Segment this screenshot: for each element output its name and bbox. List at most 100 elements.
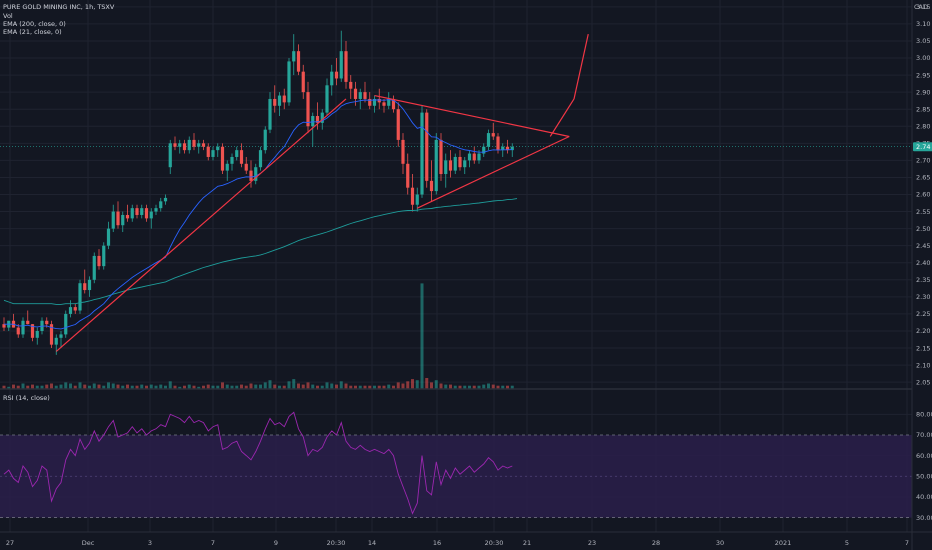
trendline — [55, 98, 347, 352]
candle-body — [415, 194, 419, 205]
volume-bar — [415, 380, 419, 389]
ema-21-line — [4, 99, 513, 330]
volume-bar — [316, 385, 319, 389]
volume-bar — [311, 384, 315, 389]
volume-bar — [510, 385, 514, 389]
candle-body — [434, 139, 438, 192]
time-tick-label: 20:30 — [485, 539, 504, 547]
price-tick-label: 2.95 — [916, 71, 930, 79]
candle-body — [87, 279, 92, 291]
volume-bar — [330, 383, 334, 389]
volume-bar — [363, 385, 367, 389]
price-tick-label: 3.15 — [916, 3, 930, 11]
volume-bar — [78, 382, 82, 389]
candle-body — [159, 201, 163, 209]
candle-body — [83, 283, 87, 291]
volume-bar — [121, 385, 125, 389]
candle-body — [168, 143, 172, 168]
volume-bar — [297, 383, 300, 389]
volume-bar — [130, 385, 134, 389]
time-tick-label: 7 — [905, 539, 909, 547]
candle-body — [220, 146, 225, 171]
volume-bar — [26, 385, 30, 389]
volume-bar — [344, 383, 348, 389]
candle-body — [16, 327, 20, 335]
time-tick-label: 14 — [368, 539, 376, 547]
price-tick-label: 2.20 — [916, 327, 930, 335]
price-tick-label: 2.85 — [916, 105, 930, 113]
time-axis[interactable]: 27 Dec 3 7 9 20:30 14 16 20:30 21 23 28 30 2021 5 7 — [6, 539, 909, 547]
volume-bar — [135, 385, 139, 389]
candle-body — [491, 133, 495, 137]
candle-body — [54, 337, 58, 345]
candle-body — [201, 143, 206, 147]
rsi-indicator-label[interactable]: RSI (14, close) — [3, 394, 50, 402]
candle-body — [320, 112, 324, 123]
candle-body — [125, 214, 130, 219]
volume-bar — [463, 385, 467, 389]
volume-bar — [154, 385, 158, 389]
volume-bar — [116, 384, 120, 389]
candle-body — [363, 92, 367, 99]
volume-bar — [482, 384, 486, 389]
candle-body — [420, 112, 424, 195]
candle-body — [78, 283, 82, 311]
candle-body — [282, 95, 286, 103]
candle-body — [192, 139, 196, 147]
candle-body — [311, 116, 315, 127]
volume-bar — [425, 378, 429, 389]
symbol-title[interactable]: PURE GOLD MINING INC, 1h, TSXV — [3, 3, 115, 11]
trendline-drawings[interactable] — [55, 33, 589, 352]
candle-body — [429, 180, 434, 192]
volume-bar — [240, 384, 243, 389]
volume-bar — [406, 381, 410, 389]
volume-bar — [211, 385, 215, 389]
volume-bar — [339, 381, 343, 389]
volume-bar — [487, 383, 490, 389]
time-tick-label: 28 — [652, 539, 660, 547]
candle-body — [30, 324, 35, 338]
ema-200-indicator-label[interactable]: EMA (200, close, 0) — [3, 20, 66, 28]
volume-bar — [287, 381, 291, 389]
candle-body — [301, 71, 305, 93]
price-axis[interactable]: 2.05 2.10 2.15 2.20 2.25 2.30 2.35 2.40 2.45 2.50… — [916, 3, 930, 386]
trendline — [549, 98, 575, 137]
candle-body — [249, 170, 253, 181]
candle-body — [111, 211, 115, 229]
volume-bar — [88, 385, 91, 389]
candle-body — [154, 208, 158, 212]
candle-body — [173, 143, 177, 147]
candle-body — [144, 208, 149, 219]
volume-bar — [159, 384, 163, 389]
volume-bar — [354, 385, 357, 389]
volume-bar — [491, 384, 495, 389]
rsi-tick-label: 80.00 — [916, 411, 932, 419]
time-tick-label: 9 — [274, 539, 278, 547]
volume-bar — [468, 385, 471, 389]
candle-body — [477, 153, 481, 161]
candle-body — [486, 133, 491, 147]
candle-body — [496, 136, 500, 151]
candle-body — [21, 320, 25, 335]
candle-body — [135, 208, 139, 215]
candle-body — [149, 211, 153, 219]
candle-body — [510, 146, 514, 151]
volume-indicator-label[interactable]: Vol — [3, 12, 13, 20]
candle-body — [230, 156, 234, 164]
volume-bar — [107, 382, 110, 389]
volume-bar — [254, 384, 258, 389]
volume-bar — [244, 385, 248, 389]
time-tick-label: 27 — [6, 539, 14, 547]
volume-bar — [187, 384, 191, 389]
candle-body — [463, 160, 467, 168]
candle-body — [472, 153, 476, 161]
price-tick-label: 2.30 — [916, 293, 930, 301]
volume-bar — [35, 385, 39, 389]
candle-body — [439, 139, 443, 175]
rsi-axis[interactable]: 30.00 40.00 50.00 60.00 70.00 80.00 — [916, 411, 932, 522]
volume-bar — [449, 384, 452, 389]
trendline — [573, 33, 589, 100]
candle-body — [178, 143, 182, 147]
ema-21-indicator-label[interactable]: EMA (21, close, 0) — [3, 28, 62, 36]
